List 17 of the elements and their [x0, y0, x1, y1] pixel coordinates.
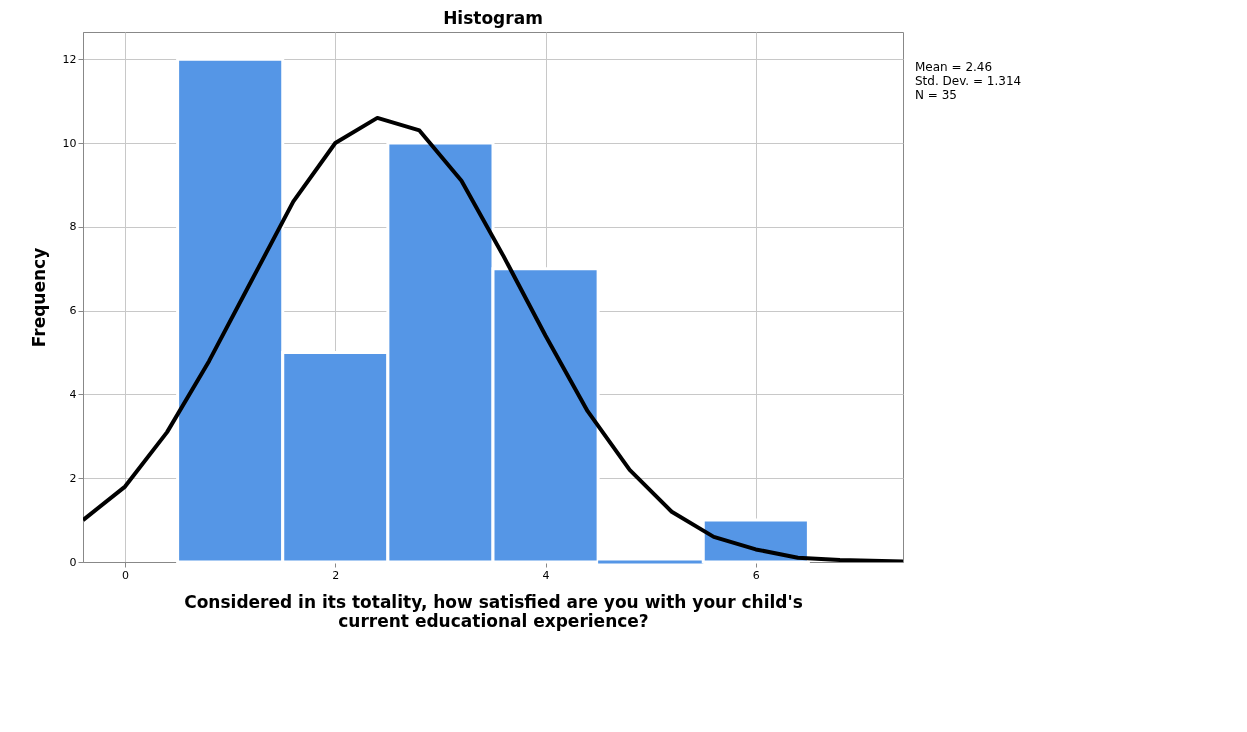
y-tick-label: 6 — [69, 304, 77, 318]
y-axis-title: Frequency — [28, 247, 49, 348]
y-tick-label: 12 — [62, 52, 77, 66]
chart-title: Histogram — [443, 8, 543, 28]
x-axis-title: Considered in its totality, how satisfied are you with your child's current educational experience? — [184, 591, 803, 631]
x-tick-label: 6 — [752, 568, 760, 582]
y-tick-label: 8 — [69, 220, 77, 234]
x-tick-label: 4 — [542, 568, 550, 582]
y-tick-label: 4 — [69, 387, 77, 401]
x-tick-label: 2 — [332, 568, 340, 582]
y-tick-label: 2 — [69, 471, 77, 485]
text: Std. Dev. = 1.314 — [915, 74, 1022, 88]
y-tick-label: 0 — [69, 555, 77, 569]
text: Mean = 2.46 — [915, 60, 993, 74]
y-tick-label: 10 — [62, 136, 77, 150]
x-tick-label: 0 — [122, 568, 130, 582]
text: N = 35 — [915, 88, 957, 102]
